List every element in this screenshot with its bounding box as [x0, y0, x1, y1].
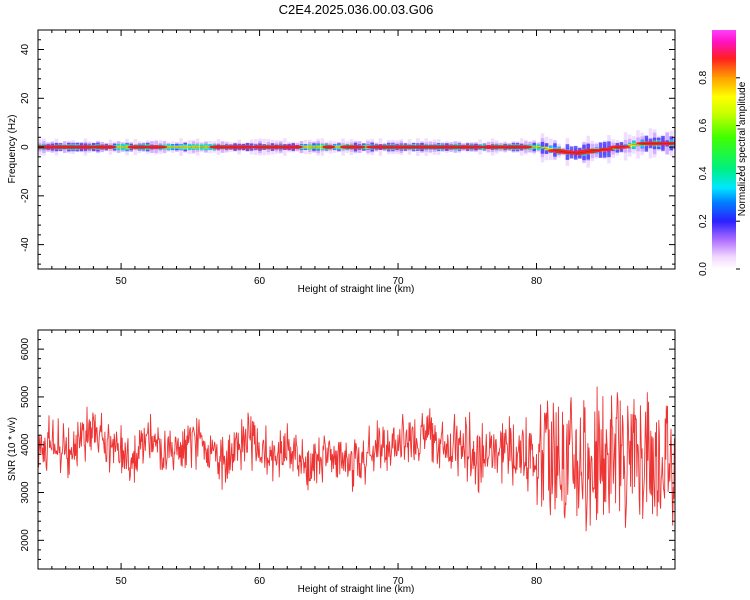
y-tick-label: 0	[20, 144, 31, 150]
snr-series-line	[38, 386, 675, 532]
colorbar-tick-label: 0.6	[698, 118, 709, 132]
colorbar-ticks: 0.0 0.2 0.4 0.6 0.8	[698, 70, 740, 276]
snr-y-ticks: 2000 3000 4000 5000 6000	[20, 329, 675, 570]
colorbar-bar	[712, 30, 736, 269]
spectrogram-x-label: Height of straight line (km)	[298, 284, 415, 295]
spectrogram-ridge-line	[38, 143, 675, 154]
snr-x-label: Height of straight line (km)	[298, 584, 415, 595]
colorbar-tick-label: 0.0	[698, 262, 709, 276]
spectrogram-panel: 50 60 70 80 -40 -20 0 20 40 Height of straight …	[7, 29, 676, 295]
y-tick-label: 40	[20, 44, 31, 56]
snr-y-label: SNR (10 * v/v)	[7, 417, 18, 481]
x-tick-label: 50	[116, 276, 128, 287]
x-tick-label: 70	[392, 276, 404, 287]
x-tick-label: 60	[254, 576, 266, 587]
y-tick-label: 20	[20, 92, 31, 104]
spectrogram-y-ticks: -40 -20 0 20 40	[20, 29, 675, 265]
y-tick-label: -20	[20, 188, 31, 203]
colorbar-tick-label: 0.8	[698, 70, 709, 84]
spectrogram-cell	[627, 143, 632, 148]
x-tick-label: 80	[531, 276, 543, 287]
colorbar: 0.0 0.2 0.4 0.6 0.8 Normalized spectral ampl…	[698, 30, 748, 276]
colorbar-tick-label: 0.4	[698, 166, 709, 180]
colorbar-tick-label: 0.2	[698, 214, 709, 228]
y-tick-label: 5000	[20, 385, 31, 408]
spectrogram-cell	[611, 148, 615, 150]
x-tick-label: 60	[254, 276, 266, 287]
x-tick-label: 70	[392, 576, 404, 587]
spectrogram-cell	[544, 146, 549, 151]
spectrogram-cell	[548, 147, 553, 151]
y-tick-label: -40	[20, 237, 31, 252]
spectrogram-y-label: Frequency (Hz)	[7, 115, 18, 184]
spectrogram-plot-area	[38, 30, 675, 269]
y-tick-label: 6000	[20, 338, 31, 361]
spectrogram-cell	[536, 146, 541, 148]
spectrogram-x-ticks: 50 60 70 80	[37, 30, 676, 287]
x-tick-label: 50	[116, 576, 128, 587]
y-tick-label: 2000	[20, 529, 31, 552]
snr-panel: 50 60 70 80 2000 3000 4000 5000 6000 Height of …	[7, 329, 676, 595]
y-tick-label: 4000	[20, 433, 31, 456]
x-tick-label: 80	[531, 576, 543, 587]
chart-title: C2E4.2025.036.00.03.G06	[279, 2, 434, 17]
colorbar-label: Normalized spectral amplitude	[737, 81, 748, 216]
spectrogram-cell	[540, 147, 545, 149]
y-tick-label: 3000	[20, 481, 31, 504]
spectrogram-marks	[38, 128, 675, 168]
